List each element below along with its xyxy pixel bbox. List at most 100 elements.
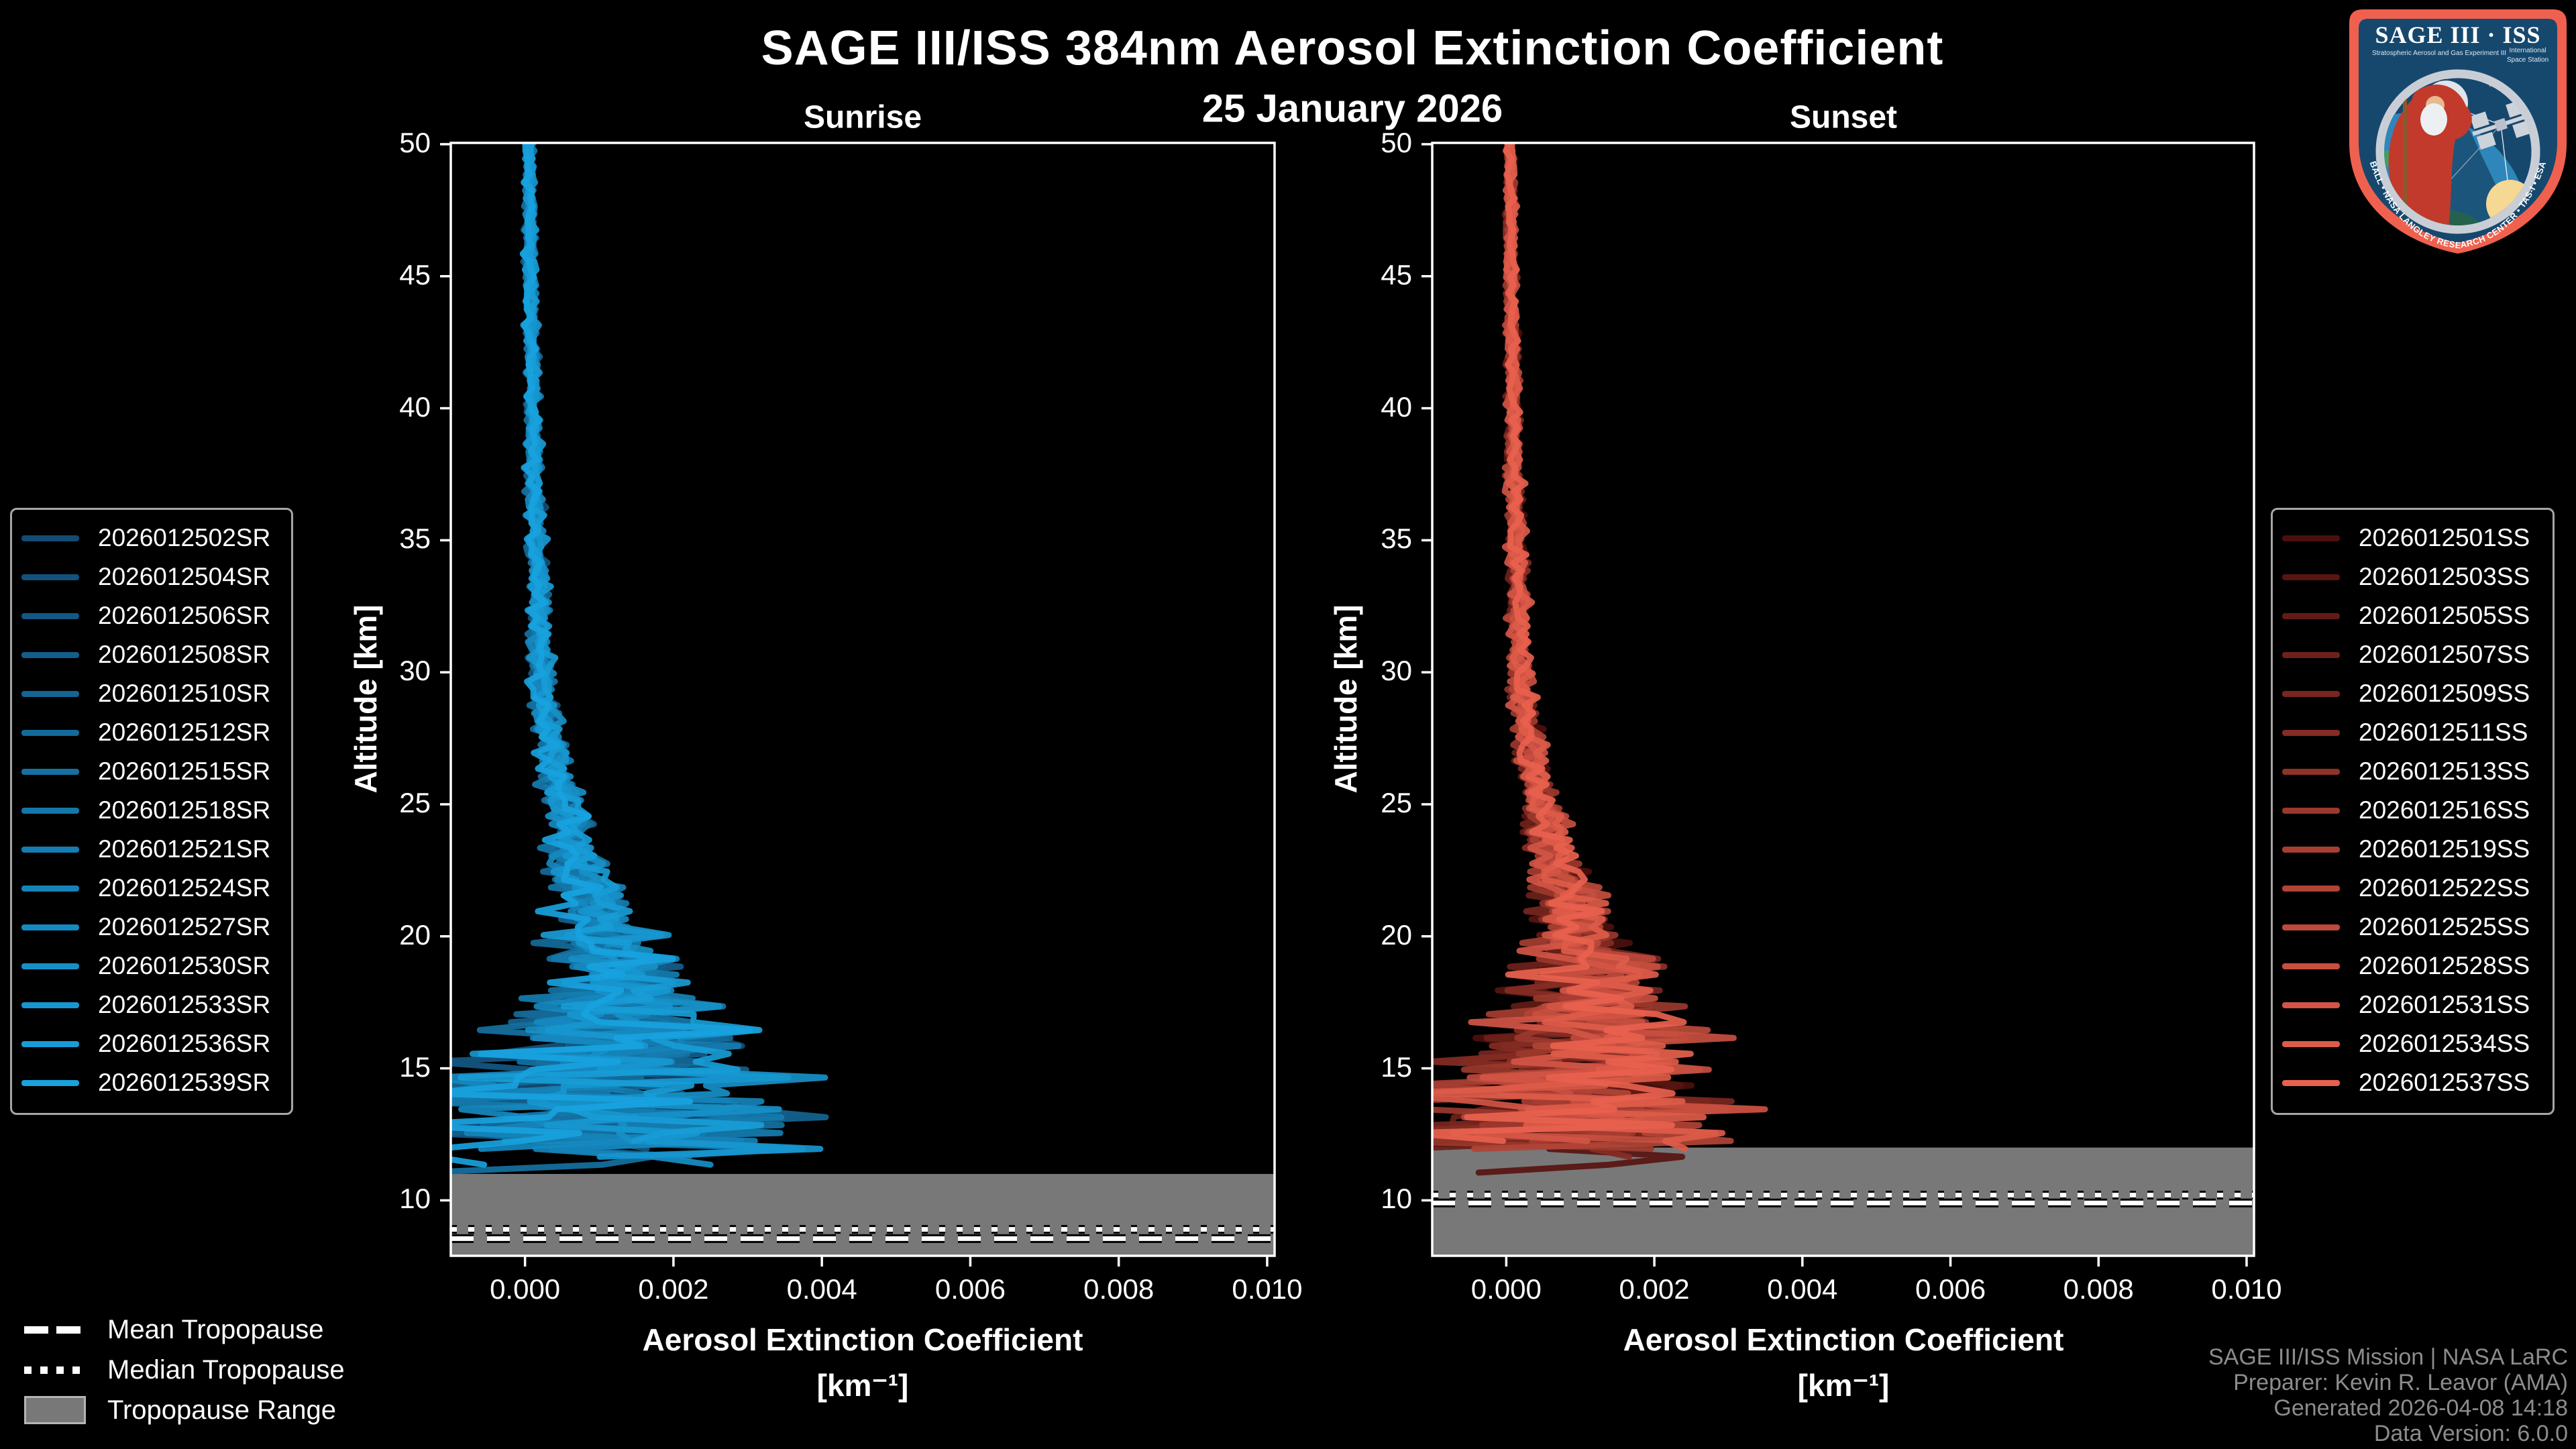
legend-item: 2026012512SR: [12, 713, 291, 752]
legend-item: 2026012508SR: [12, 635, 291, 674]
series-color-swatch-icon: [2282, 612, 2340, 619]
series-color-swatch-icon: [2282, 574, 2340, 580]
series-color-swatch-icon: [21, 885, 79, 892]
legend-item: 2026012516SS: [2273, 791, 2553, 830]
series-color-swatch-icon: [2282, 807, 2340, 814]
y-tick-label: 30: [1381, 655, 1412, 687]
patch-subtitle-right-2: Space Station: [2507, 56, 2548, 64]
series-color-swatch-icon: [2282, 1002, 2340, 1008]
y-tick-label: 45: [399, 258, 431, 290]
series-label: 2026012516SS: [2359, 796, 2530, 824]
legend-item-median-tropopause: Median Tropopause: [24, 1350, 345, 1390]
x-tick-label: 0.010: [2211, 1273, 2282, 1305]
series-label: 2026012502SR: [98, 524, 271, 551]
attribution-block: SAGE III/ISS Mission | NASA LaRC Prepare…: [2208, 1344, 2568, 1446]
tropopause-legend: Mean Tropopause Median Tropopause Tropop…: [24, 1309, 345, 1430]
mission-patch-logo: SAGE III · ISS Stratospheric Aerosol and…: [2349, 9, 2567, 254]
legend-item: 2026012504SR: [12, 557, 291, 596]
profile-line: [451, 143, 785, 1175]
series-color-swatch-icon: [21, 1002, 79, 1008]
series-label: 2026012501SS: [2359, 524, 2530, 551]
series-color-swatch-icon: [2282, 846, 2340, 853]
y-tick-label: 25: [1381, 786, 1412, 818]
x-tick-label: 0.008: [1083, 1273, 1155, 1305]
series-label: 2026012528SS: [2359, 952, 2530, 979]
y-tick-label: 35: [399, 523, 431, 555]
series-label: 2026012515SR: [98, 757, 271, 785]
series-label: 2026012524SR: [98, 874, 271, 902]
x-tick-label: 0.002: [638, 1273, 709, 1305]
attribution-preparer: Preparer: Kevin R. Leavor (AMA): [2233, 1370, 2568, 1395]
y-tick-label: 50: [1381, 126, 1412, 158]
series-label: 2026012506SR: [98, 602, 271, 629]
legend-item: 2026012505SS: [2273, 596, 2553, 635]
legend-item: 2026012528SS: [2273, 947, 2553, 985]
mean-tropopause-label: Mean Tropopause: [107, 1314, 324, 1344]
x-tick-label: 0.006: [1915, 1273, 1986, 1305]
series-color-swatch-icon: [2282, 963, 2340, 969]
series-label: 2026012531SS: [2359, 991, 2530, 1018]
patch-subtitle-left: Stratospheric Aerosol and Gas Experiment…: [2372, 50, 2506, 57]
panel-title-sunset: Sunset: [1789, 99, 1898, 136]
x-axis-label-text: Aerosol Extinction Coefficient: [1623, 1322, 2064, 1357]
series-color-swatch-icon: [2282, 729, 2340, 736]
profile-line: [1432, 143, 1694, 1144]
legend-item: 2026012506SR: [12, 596, 291, 635]
x-axis-label-text: Aerosol Extinction Coefficient: [642, 1322, 1083, 1357]
legend-item: 2026012539SR: [12, 1063, 291, 1102]
legend-sunrise-events: 2026012502SR 2026012504SR 2026012506SR 2026…: [10, 508, 293, 1115]
tropopause-range-band: [451, 1173, 1275, 1256]
y-tick-label: 45: [1381, 258, 1412, 290]
series-color-swatch-icon: [2282, 1079, 2340, 1086]
series-color-swatch-icon: [21, 924, 79, 930]
dashed-line-swatch-icon: [24, 1326, 89, 1334]
series-color-swatch-icon: [2282, 924, 2340, 930]
legend-item: 2026012525SS: [2273, 908, 2553, 947]
series-label: 2026012513SS: [2359, 757, 2530, 785]
y-tick-label: 40: [1381, 390, 1412, 423]
legend-item: 2026012509SS: [2273, 674, 2553, 713]
series-color-swatch-icon: [2282, 651, 2340, 658]
x-tick-label: 0.000: [1470, 1273, 1542, 1305]
series-label: 2026012510SR: [98, 680, 271, 707]
series-color-swatch-icon: [21, 574, 79, 580]
series-label: 2026012527SR: [98, 913, 271, 941]
plot-spines: [449, 142, 1276, 1257]
profiles-layer: [451, 143, 829, 1175]
legend-item: 2026012507SS: [2273, 635, 2553, 674]
x-tick-label: 0.004: [786, 1273, 857, 1305]
tropopause-range-label: Tropopause Range: [107, 1395, 336, 1425]
legend-item: 2026012521SR: [12, 830, 291, 869]
y-tick-label: 50: [399, 126, 431, 158]
legend-item: 2026012501SS: [2273, 519, 2553, 557]
series-color-swatch-icon: [21, 535, 79, 541]
series-label: 2026012539SR: [98, 1069, 271, 1096]
legend-item: 2026012536SR: [12, 1024, 291, 1063]
panel-sunrise: [440, 142, 1276, 1267]
series-color-swatch-icon: [2282, 768, 2340, 775]
series-label: 2026012525SS: [2359, 913, 2530, 941]
patch-ring-icon: [2375, 69, 2540, 234]
legend-item: 2026012537SS: [2273, 1063, 2553, 1102]
series-label: 2026012518SR: [98, 796, 271, 824]
patch-subtitle-right-1: International: [2509, 47, 2546, 54]
y-tick-label: 20: [399, 918, 431, 951]
series-color-swatch-icon: [21, 690, 79, 697]
y-axis-label-sunrise: Altitude [km]: [348, 604, 383, 794]
patch-title: SAGE III · ISS: [2375, 21, 2540, 48]
y-tick-label: 20: [1381, 918, 1412, 951]
series-label: 2026012533SR: [98, 991, 271, 1018]
series-color-swatch-icon: [21, 612, 79, 619]
series-label: 2026012536SR: [98, 1030, 271, 1057]
attribution-generated: Generated 2026-04-08 14:18: [2273, 1395, 2568, 1421]
series-color-swatch-icon: [21, 651, 79, 658]
x-axis-units: [km⁻¹]: [1797, 1368, 1890, 1403]
x-tick-label: 0.000: [490, 1273, 561, 1305]
gray-band-swatch-icon: [24, 1396, 89, 1424]
attribution-mission: SAGE III/ISS Mission | NASA LaRC: [2208, 1344, 2568, 1370]
legend-item: 2026012530SR: [12, 947, 291, 985]
attribution-data-version: Data Version: 6.0.0: [2373, 1421, 2568, 1446]
x-tick-label: 0.004: [1767, 1273, 1838, 1305]
series-label: 2026012509SS: [2359, 680, 2530, 707]
